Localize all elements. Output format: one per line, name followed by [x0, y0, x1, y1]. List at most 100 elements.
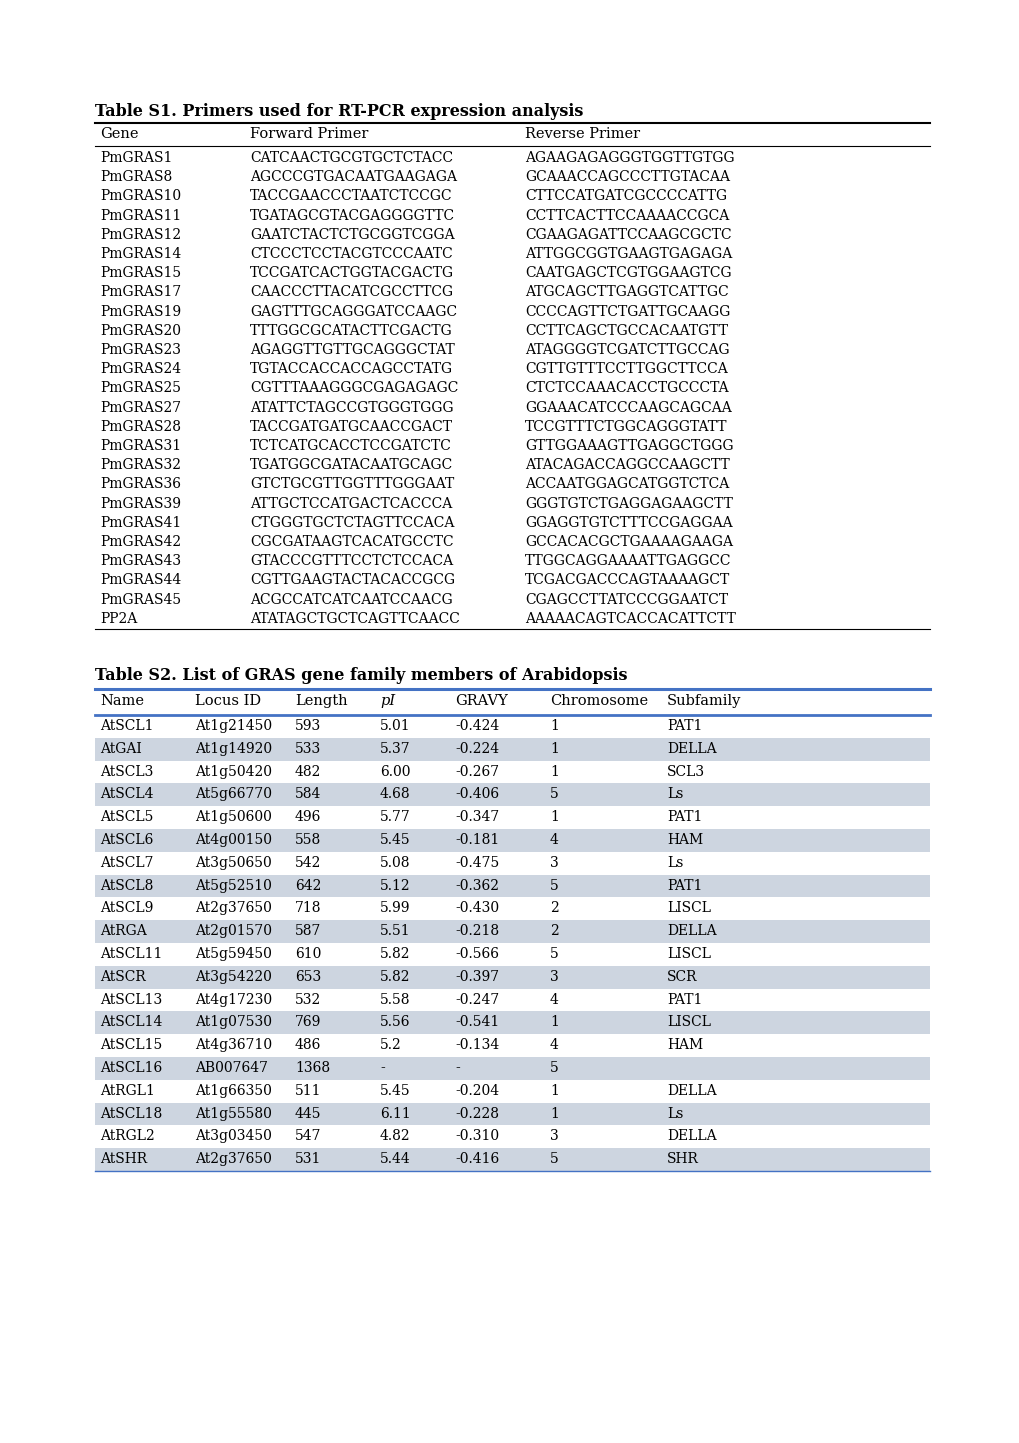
Text: LISCL: LISCL: [666, 947, 710, 961]
Text: -0.347: -0.347: [454, 810, 498, 824]
Text: GCAAACCAGCCCTTGTACAA: GCAAACCAGCCCTTGTACAA: [525, 170, 730, 185]
Text: Ls: Ls: [666, 1107, 683, 1121]
Text: ATATTCTAGCCGTGGGTGGG: ATATTCTAGCCGTGGGTGGG: [250, 401, 453, 414]
Text: GGAAACATCCCAAGCAGCAA: GGAAACATCCCAAGCAGCAA: [525, 401, 731, 414]
Text: AtSCL7: AtSCL7: [100, 856, 153, 870]
Text: PmGRAS32: PmGRAS32: [100, 459, 180, 472]
Text: TGATAGCGTACGAGGGGTTC: TGATAGCGTACGAGGGGTTC: [250, 209, 454, 222]
Text: 5.01: 5.01: [380, 719, 411, 733]
Text: ATTGGCGGTGAAGTGAGAGA: ATTGGCGGTGAAGTGAGAGA: [525, 247, 732, 261]
Text: 593: 593: [294, 719, 321, 733]
Text: 5.37: 5.37: [380, 742, 411, 756]
Text: AB007647: AB007647: [195, 1061, 268, 1075]
Text: 718: 718: [294, 902, 321, 915]
Text: -0.541: -0.541: [454, 1016, 498, 1029]
Text: 610: 610: [294, 947, 321, 961]
Bar: [95, 737, 929, 760]
Text: -0.247: -0.247: [454, 993, 498, 1007]
Text: 584: 584: [294, 788, 321, 801]
Text: 5: 5: [549, 1061, 558, 1075]
Text: -0.475: -0.475: [454, 856, 498, 870]
Text: GGGTGTCTGAGGAGAAGCTT: GGGTGTCTGAGGAGAAGCTT: [525, 496, 733, 511]
Bar: [95, 874, 929, 898]
Text: 486: 486: [294, 1038, 321, 1052]
Text: Length: Length: [294, 694, 347, 709]
Text: At1g50600: At1g50600: [195, 810, 272, 824]
Text: 2: 2: [549, 924, 558, 938]
Text: AAAAACAGTCACCACATTCTT: AAAAACAGTCACCACATTCTT: [525, 612, 735, 626]
Bar: [95, 1012, 929, 1035]
Text: GTACCCGTTTCCTCTCCACA: GTACCCGTTTCCTCTCCACA: [250, 554, 452, 569]
Text: ACCAATGGAGCATGGTCTCA: ACCAATGGAGCATGGTCTCA: [525, 478, 729, 492]
Text: TACCGAACCCTAATCTCCGC: TACCGAACCCTAATCTCCGC: [250, 189, 452, 203]
Text: AtSCL13: AtSCL13: [100, 993, 162, 1007]
Text: 3: 3: [549, 970, 558, 984]
Text: 5: 5: [549, 788, 558, 801]
Text: PAT1: PAT1: [666, 993, 702, 1007]
Text: SCL3: SCL3: [666, 765, 704, 779]
Text: AtSHR: AtSHR: [100, 1152, 147, 1166]
Text: 2: 2: [549, 902, 558, 915]
Text: 1: 1: [549, 742, 558, 756]
Text: -0.204: -0.204: [454, 1084, 498, 1098]
Text: GCCACACGCTGAAAAGAAGA: GCCACACGCTGAAAAGAAGA: [525, 535, 733, 548]
Text: Subfamily: Subfamily: [666, 694, 741, 709]
Text: -: -: [454, 1061, 460, 1075]
Text: Ls: Ls: [666, 788, 683, 801]
Text: PmGRAS28: PmGRAS28: [100, 420, 180, 434]
Text: ATACAGACCAGGCCAAGCTT: ATACAGACCAGGCCAAGCTT: [525, 459, 729, 472]
Text: 6.00: 6.00: [380, 765, 410, 779]
Text: PmGRAS19: PmGRAS19: [100, 304, 181, 319]
Bar: [95, 1102, 929, 1126]
Text: SCR: SCR: [666, 970, 697, 984]
Text: 653: 653: [294, 970, 321, 984]
Text: CTTCCATGATCGCCCCATTG: CTTCCATGATCGCCCCATTG: [525, 189, 727, 203]
Text: PmGRAS44: PmGRAS44: [100, 573, 181, 587]
Text: GAATCTACTCTGCGGTCGGA: GAATCTACTCTGCGGTCGGA: [250, 228, 454, 242]
Text: 558: 558: [294, 833, 321, 847]
Text: 769: 769: [294, 1016, 321, 1029]
Text: PmGRAS43: PmGRAS43: [100, 554, 181, 569]
Text: 5.2: 5.2: [380, 1038, 401, 1052]
Text: PmGRAS31: PmGRAS31: [100, 439, 181, 453]
Text: ACGCCATCATCAATCCAACG: ACGCCATCATCAATCCAACG: [250, 593, 452, 606]
Text: TCGACGACCCAGTAAAAGCT: TCGACGACCCAGTAAAAGCT: [525, 573, 730, 587]
Bar: [95, 921, 929, 942]
Text: AtSCL16: AtSCL16: [100, 1061, 162, 1075]
Text: CGAGCCTTATCCCGGAATCT: CGAGCCTTATCCCGGAATCT: [525, 593, 728, 606]
Text: AGCCCGTGACAATGAAGAGA: AGCCCGTGACAATGAAGAGA: [250, 170, 457, 185]
Text: AGAAGAGAGGGTGGTTGTGG: AGAAGAGAGGGTGGTTGTGG: [525, 152, 734, 165]
Text: At4g17230: At4g17230: [195, 993, 272, 1007]
Text: CCCCAGTTCTGATTGCAAGG: CCCCAGTTCTGATTGCAAGG: [525, 304, 730, 319]
Text: AtSCL3: AtSCL3: [100, 765, 153, 779]
Text: 1: 1: [549, 810, 558, 824]
Text: PAT1: PAT1: [666, 719, 702, 733]
Text: TTGGCAGGAAAATTGAGGCC: TTGGCAGGAAAATTGAGGCC: [525, 554, 731, 569]
Text: AtGAI: AtGAI: [100, 742, 142, 756]
Text: PmGRAS42: PmGRAS42: [100, 535, 181, 548]
Text: -0.134: -0.134: [454, 1038, 498, 1052]
Text: 5.58: 5.58: [380, 993, 410, 1007]
Text: Table S1. Primers used for RT-PCR expression analysis: Table S1. Primers used for RT-PCR expres…: [95, 102, 583, 120]
Text: TCTCATGCACCTCCGATCTC: TCTCATGCACCTCCGATCTC: [250, 439, 451, 453]
Text: CCTTCACTTCCAAAACCGCA: CCTTCACTTCCAAAACCGCA: [525, 209, 729, 222]
Text: AtSCL15: AtSCL15: [100, 1038, 162, 1052]
Text: At1g07530: At1g07530: [195, 1016, 272, 1029]
Text: ATATAGCTGCTCAGTTCAACC: ATATAGCTGCTCAGTTCAACC: [250, 612, 460, 626]
Text: GGAGGTGTCTTTCCGAGGAA: GGAGGTGTCTTTCCGAGGAA: [525, 515, 732, 530]
Text: CAATGAGCTCGTGGAAGTCG: CAATGAGCTCGTGGAAGTCG: [525, 266, 731, 280]
Text: CGTTGAAGTACTACACCGCG: CGTTGAAGTACTACACCGCG: [250, 573, 454, 587]
Text: CGAAGAGATTCCAAGCGCTC: CGAAGAGATTCCAAGCGCTC: [525, 228, 731, 242]
Text: PmGRAS11: PmGRAS11: [100, 209, 181, 222]
Text: 532: 532: [294, 993, 321, 1007]
Text: PmGRAS20: PmGRAS20: [100, 323, 180, 338]
Text: AtRGL1: AtRGL1: [100, 1084, 155, 1098]
Text: 1368: 1368: [294, 1061, 330, 1075]
Text: 1: 1: [549, 1084, 558, 1098]
Text: PAT1: PAT1: [666, 810, 702, 824]
Text: 1: 1: [549, 765, 558, 779]
Text: 1: 1: [549, 719, 558, 733]
Text: 5.77: 5.77: [380, 810, 411, 824]
Text: At2g37650: At2g37650: [195, 1152, 272, 1166]
Text: DELLA: DELLA: [666, 742, 716, 756]
